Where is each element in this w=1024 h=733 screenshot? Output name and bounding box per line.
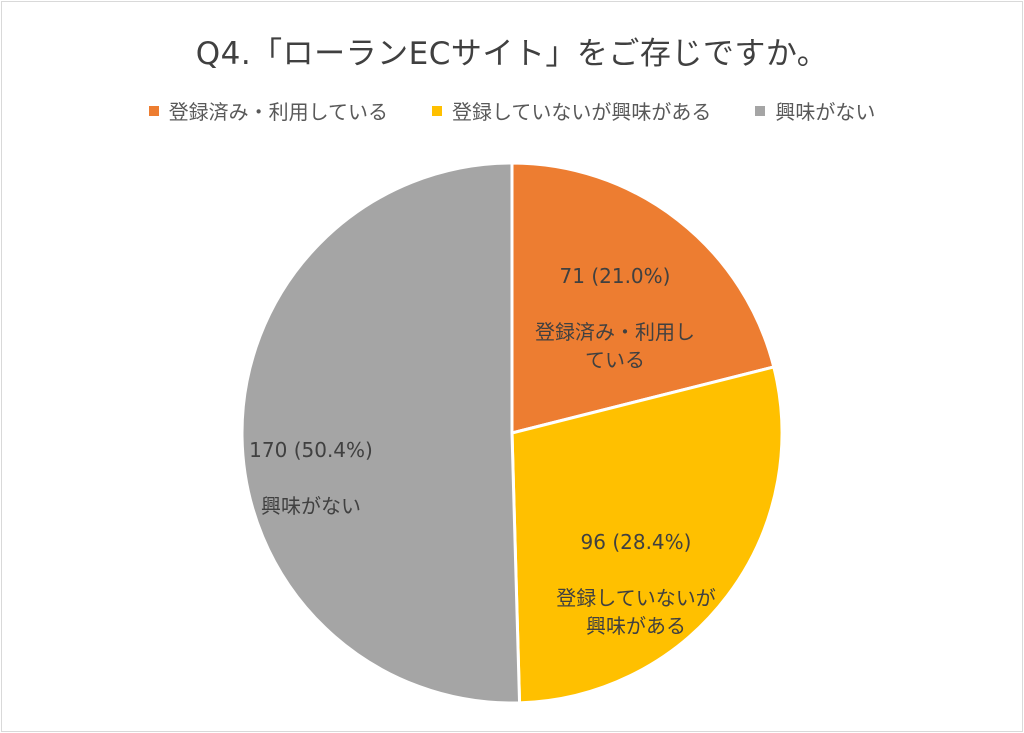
- data-label-not-interested-value: 170 (50.4%): [249, 438, 373, 462]
- data-label-registered-value: 71 (21.0%): [559, 264, 671, 288]
- legend-swatch-not-interested: [755, 105, 766, 116]
- data-label-not-interested: 170 (50.4%) 興味がない: [236, 408, 386, 548]
- legend-label-interested: 登録していないが興味がある: [452, 100, 712, 124]
- chart-title: Q4.「ローランECサイト」をご存じですか。: [195, 36, 829, 72]
- legend-item-interested: 登録していないが興味がある: [432, 96, 711, 125]
- pie-slice-not-interested: [240, 161, 522, 705]
- legend-swatch-interested: [432, 105, 442, 116]
- legend-item-registered: 登録済み・利用している: [148, 96, 388, 125]
- data-label-registered-name: 登録済み・利用し ている: [535, 320, 695, 372]
- legend-label-not-interested: 興味がない: [775, 100, 876, 124]
- pie-slice-registered: [510, 161, 776, 435]
- data-label-interested-value: 96 (28.4%): [580, 530, 692, 554]
- pie-slice-interested: [510, 365, 784, 705]
- data-label-interested-name: 登録していないが 興味がある: [556, 586, 716, 638]
- data-label-interested: 96 (28.4%) 登録していないが 興味がある: [536, 500, 736, 668]
- legend-item-not-interested: 興味がない: [755, 96, 875, 125]
- data-label-registered: 71 (21.0%) 登録済み・利用し ている: [520, 234, 710, 402]
- legend-swatch-registered: [148, 105, 159, 116]
- data-label-not-interested-name: 興味がない: [261, 494, 361, 518]
- chart-legend: 登録済み・利用している 登録していないが興味がある 興味がない: [0, 96, 1024, 125]
- legend-label-registered: 登録済み・利用している: [168, 100, 388, 124]
